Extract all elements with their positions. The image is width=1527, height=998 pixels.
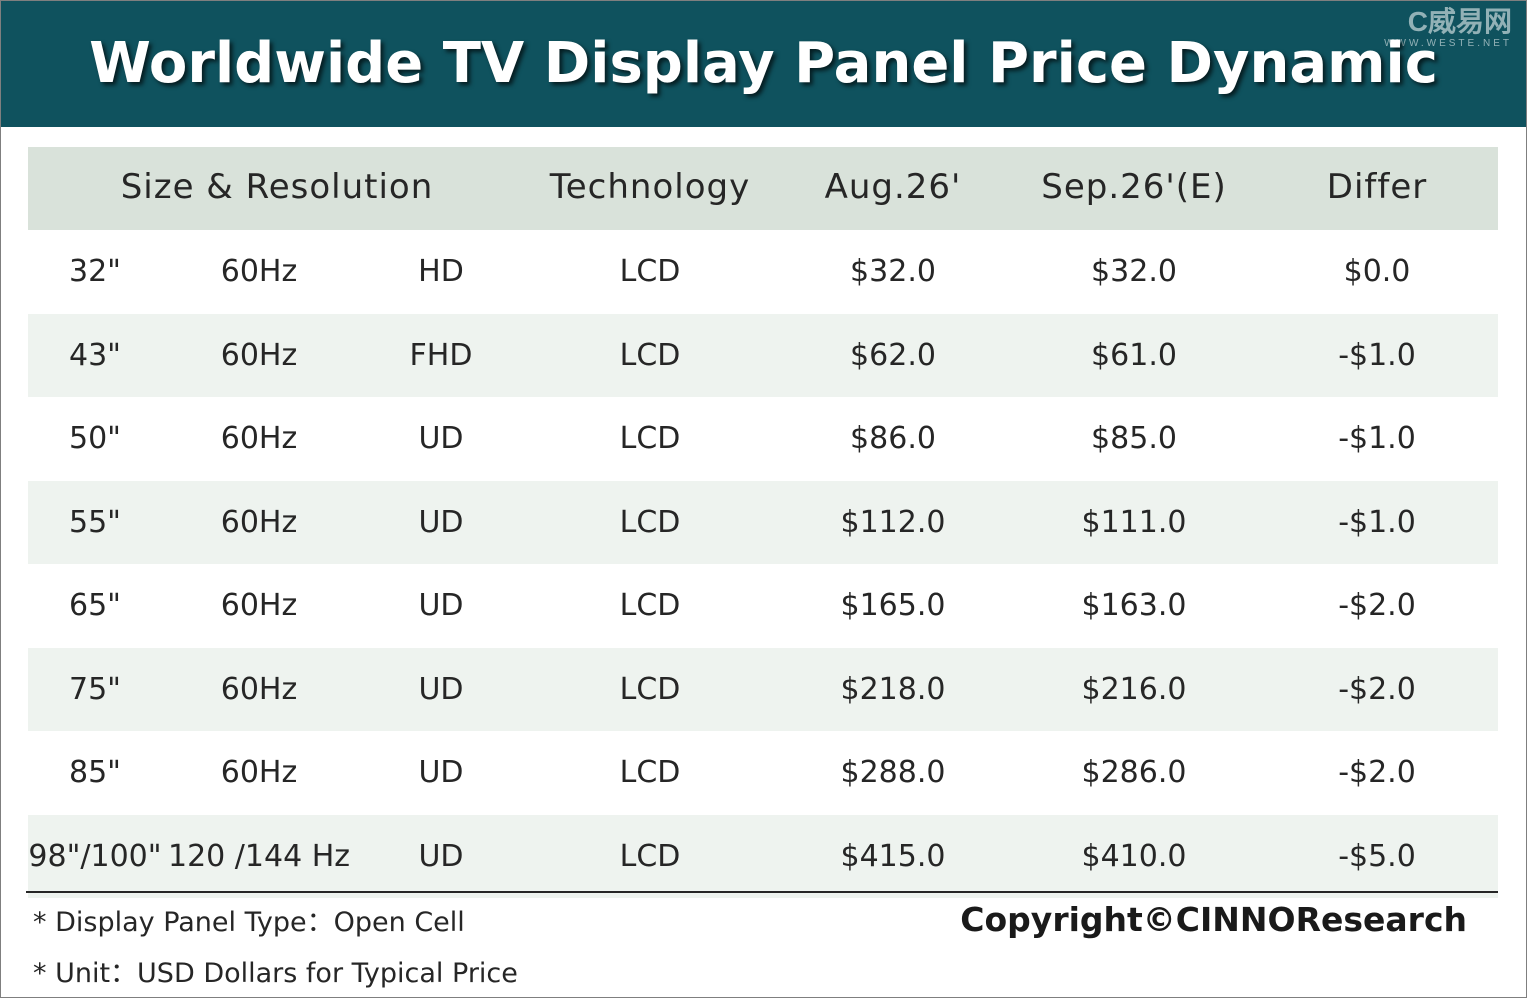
cell-resolution: HD [418,254,464,289]
cell-technology: LCD [619,671,681,707]
table-row: 55" 60Hz UD LCD $112.0 $111.0 -$1.0 [28,480,1498,564]
table-row: 85" 60Hz UD LCD $288.0 $286.0 -$2.0 [28,731,1498,815]
table-row: 65" 60Hz UD LCD $165.0 $163.0 -$2.0 [28,564,1498,648]
cell-technology: LCD [619,755,681,790]
cell-refresh-rate: 60Hz [220,755,298,790]
cell-refresh-rate: 60Hz [220,504,298,540]
cell-size: 32" [69,254,121,289]
cell-differ: -$2.0 [1338,588,1416,623]
watermark-url: WWW.WESTE.NET [1384,38,1512,49]
cell-differ: -$2.0 [1338,671,1416,707]
cell-size: 85" [69,755,121,790]
cell-refresh-rate: 60Hz [220,254,298,289]
copyright-text: Copyright©CINNOResearch [960,900,1467,939]
cell-aug-price: $218.0 [840,671,946,707]
cell-differ: -$1.0 [1338,337,1416,373]
cell-differ: -$2.0 [1338,755,1416,790]
cell-differ: -$5.0 [1338,838,1416,874]
cell-technology: LCD [619,254,681,289]
cell-resolution: FHD [409,337,473,373]
cell-aug-price: $62.0 [850,337,936,373]
cell-resolution: UD [418,421,464,456]
table-bottom-rule [26,891,1498,893]
cell-technology: LCD [619,337,681,373]
cell-technology: LCD [619,838,681,874]
cell-aug-price: $288.0 [840,755,946,790]
cell-sep-price: $286.0 [1081,755,1187,790]
cell-sep-price: $32.0 [1091,254,1177,289]
cell-sep-price: $216.0 [1081,671,1187,707]
cell-refresh-rate: 60Hz [220,337,298,373]
table-row: 75" 60Hz UD LCD $218.0 $216.0 -$2.0 [28,647,1498,731]
cell-differ: $0.0 [1343,254,1411,289]
header-aug: Aug.26' [824,167,962,207]
cell-sep-price: $163.0 [1081,588,1187,623]
cell-sep-price: $61.0 [1091,337,1177,373]
header-technology: Technology [549,167,751,207]
cell-sep-price: $85.0 [1091,421,1177,456]
header-size-resolution: Size & Resolution [120,167,434,207]
cell-differ: -$1.0 [1338,504,1416,540]
cell-size: 75" [69,671,121,707]
cell-refresh-rate: 60Hz [220,588,298,623]
table-row: 32" 60Hz HD LCD $32.0 $32.0 $0.0 [28,230,1498,314]
cell-size: 43" [69,337,121,373]
cell-resolution: UD [418,838,464,874]
cell-resolution: UD [418,588,464,623]
cell-sep-price: $111.0 [1081,504,1187,540]
cell-aug-price: $86.0 [850,421,936,456]
cell-resolution: UD [418,755,464,790]
cell-refresh-rate: 60Hz [220,671,298,707]
footnote-panel-type: * Display Panel Type：Open Cell [33,907,465,938]
table-header-row: Size & Resolution Technology Aug.26' Sep… [28,147,1498,230]
cell-aug-price: $415.0 [840,838,946,874]
cell-size: 65" [69,588,121,623]
cell-differ: -$1.0 [1338,421,1416,456]
watermark: C威易网 WWW.WESTE.NET [1382,7,1512,51]
title-banner: C威易网 WWW.WESTE.NET [1,1,1526,127]
cell-size: 50" [69,421,121,456]
table-row: 50" 60Hz UD LCD $86.0 $85.0 -$1.0 [28,397,1498,481]
price-table: Size & Resolution Technology Aug.26' Sep… [28,147,1498,898]
cell-technology: LCD [619,588,681,623]
cell-technology: LCD [619,504,681,540]
table-row: 98"/100" 120 /144 Hz UD LCD $415.0 $410.… [28,814,1498,898]
header-sep: Sep.26'(E) [1041,167,1227,207]
cell-refresh-rate: 60Hz [220,421,298,456]
page-title: Worldwide TV Display Panel Price Dynamic [89,31,1438,96]
cell-resolution: UD [418,671,464,707]
cell-sep-price: $410.0 [1081,838,1187,874]
footnote-unit: * Unit：USD Dollars for Typical Price [33,958,518,989]
cell-aug-price: $165.0 [840,588,946,623]
cell-aug-price: $112.0 [840,504,946,540]
cell-refresh-rate: 120 /144 Hz [167,838,351,874]
cell-size: 55" [69,504,121,540]
header-differ: Differ [1326,167,1428,207]
cell-size: 98"/100" [28,838,162,874]
cell-resolution: UD [418,504,464,540]
watermark-logo: C威易网 [1407,6,1512,37]
cell-technology: LCD [619,421,681,456]
table-row: 43" 60Hz FHD LCD $62.0 $61.0 -$1.0 [28,313,1498,397]
cell-aug-price: $32.0 [850,254,936,289]
